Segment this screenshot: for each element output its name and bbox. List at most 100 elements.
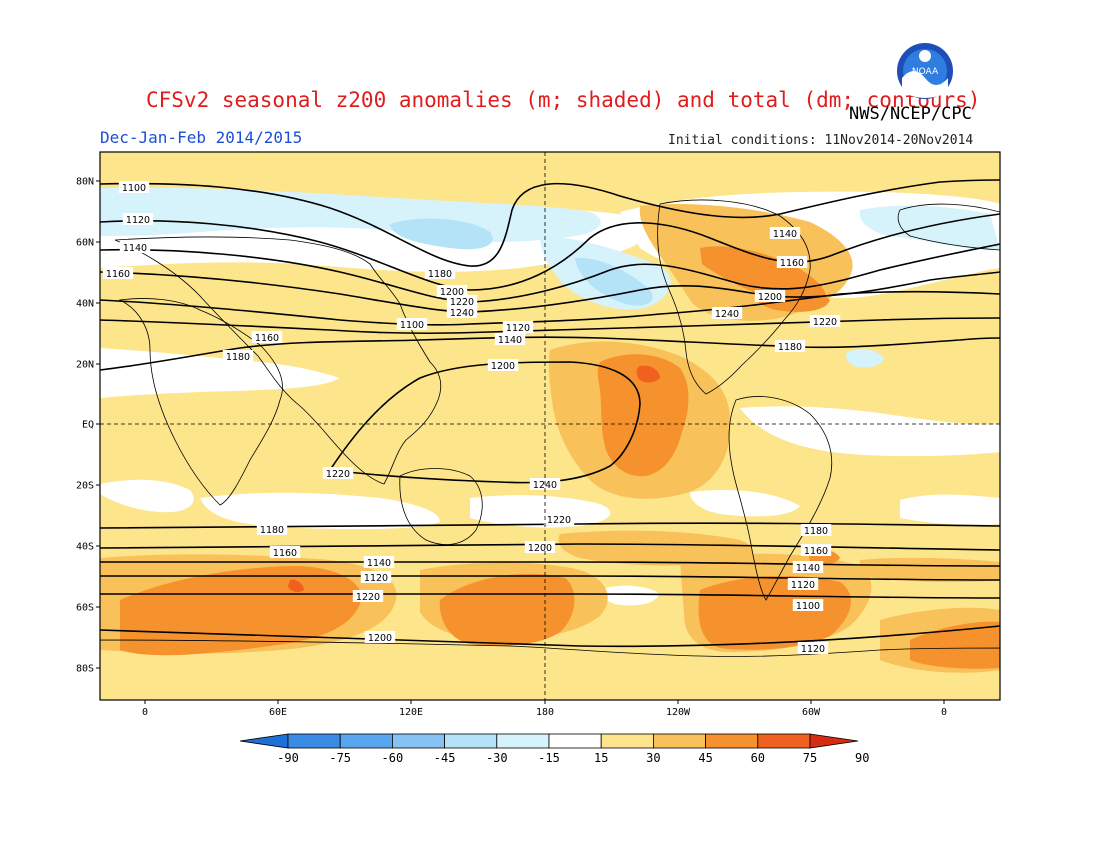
colorbar-label: -90 bbox=[277, 751, 299, 765]
contour-label: 1140 bbox=[773, 229, 797, 240]
lat-tick-label: 60S bbox=[76, 603, 94, 614]
colorbar-swatch bbox=[339, 733, 393, 749]
chart-title: CFSv2 seasonal z200 anomalies (m; shaded… bbox=[146, 88, 981, 112]
colorbar-swatch bbox=[600, 733, 654, 749]
contour-label: 1160 bbox=[106, 269, 130, 280]
colorbar-label: 30 bbox=[646, 751, 660, 765]
contour-line-8 bbox=[100, 522, 1000, 529]
lon-tick-label: 0 bbox=[941, 707, 947, 718]
colorbar-swatch bbox=[757, 733, 811, 749]
colorbar-left-arrow bbox=[239, 733, 289, 749]
colorbar-swatch bbox=[653, 733, 707, 749]
anomaly-region-29 bbox=[698, 575, 851, 650]
contour-label: 1140 bbox=[498, 335, 522, 346]
colorbar-label: 60 bbox=[751, 751, 765, 765]
contour-line-4 bbox=[100, 290, 1000, 326]
contour-label: 1120 bbox=[791, 580, 815, 591]
anomaly-region-20 bbox=[597, 354, 689, 477]
lon-tick-label: 60W bbox=[802, 707, 821, 718]
contour-label: 1220 bbox=[356, 592, 380, 603]
colorbar-swatch bbox=[444, 733, 498, 749]
colorbar-label: -45 bbox=[434, 751, 456, 765]
colorbar-swatch bbox=[287, 733, 341, 749]
contour-label: 1200 bbox=[528, 543, 552, 554]
contour-label: 1200 bbox=[368, 633, 392, 644]
contour-line-9 bbox=[100, 543, 1000, 551]
contour-label: 1220 bbox=[547, 515, 571, 526]
contour-label: 1160 bbox=[273, 548, 297, 559]
contour-line-7 bbox=[328, 361, 641, 484]
contour-label: 1240 bbox=[715, 309, 739, 320]
contour-line-13 bbox=[100, 625, 1000, 648]
colorbar-label: 90 bbox=[855, 751, 869, 765]
contour-label: 1140 bbox=[796, 563, 820, 574]
colorbar-label: -30 bbox=[486, 751, 508, 765]
lat-tick-label: 20N bbox=[76, 360, 94, 371]
lon-tick-label: 60E bbox=[269, 707, 287, 718]
coastline-3 bbox=[657, 199, 811, 395]
anomaly-region-4 bbox=[859, 205, 1000, 251]
contour-label: 1140 bbox=[123, 243, 147, 254]
season-label: Dec-Jan-Feb 2014/2015 bbox=[100, 128, 303, 147]
initial-conditions-label: Initial conditions: 11Nov2014-20Nov2014 bbox=[668, 133, 974, 148]
contour-label: 1120 bbox=[801, 644, 825, 655]
lon-tick-label: 120W bbox=[666, 707, 691, 718]
anomaly-region-12 bbox=[470, 495, 611, 528]
contour-label: 1120 bbox=[506, 323, 530, 334]
contour-label: 1100 bbox=[400, 320, 424, 331]
coastline-4 bbox=[728, 396, 833, 601]
contour-label: 1160 bbox=[780, 258, 804, 269]
anomaly-region-10 bbox=[100, 479, 194, 513]
coastline-2 bbox=[399, 468, 483, 545]
anomaly-region-21 bbox=[636, 365, 660, 383]
lat-tick-label: 80S bbox=[76, 664, 94, 675]
colorbar: -90 -75 -60 -45 -30 -15 15 30 45 60 75 90 bbox=[239, 733, 869, 765]
anomaly-region-6 bbox=[575, 257, 653, 306]
anomaly-region-13 bbox=[690, 489, 800, 517]
colorbar-swatch bbox=[496, 733, 550, 749]
coastline-6 bbox=[897, 203, 1000, 251]
lon-tick-label: 180 bbox=[536, 707, 554, 718]
svg-text:NOAA: NOAA bbox=[912, 67, 939, 77]
lat-tick-label: 40N bbox=[76, 299, 94, 310]
lat-tick-label: EQ bbox=[82, 420, 94, 431]
colorbar-label: -60 bbox=[382, 751, 404, 765]
contour-label: 1120 bbox=[364, 573, 388, 584]
anomaly-region-11 bbox=[200, 492, 440, 530]
contour-label: 1220 bbox=[450, 297, 474, 308]
contour-label: 1180 bbox=[778, 342, 802, 353]
anomaly-region-14 bbox=[900, 494, 1000, 525]
lon-tick-label: 120E bbox=[399, 707, 423, 718]
contour-label: 1120 bbox=[126, 215, 150, 226]
coastline-1 bbox=[118, 298, 283, 506]
colorbar-right-arrow bbox=[809, 733, 859, 749]
contour-label: 1100 bbox=[122, 183, 146, 194]
anomaly-region-15 bbox=[600, 585, 660, 606]
map-frame bbox=[99, 151, 1001, 701]
contour-label: 1240 bbox=[450, 308, 474, 319]
contour-line-0 bbox=[100, 179, 1000, 267]
contour-line-11 bbox=[100, 575, 1000, 581]
colorbar-label: 45 bbox=[698, 751, 712, 765]
colorbar-label: 15 bbox=[594, 751, 608, 765]
contour-label: 1220 bbox=[326, 469, 350, 480]
colorbar-swatch bbox=[391, 733, 445, 749]
anomaly-region-26 bbox=[439, 573, 575, 646]
contour-line-5 bbox=[100, 317, 1000, 335]
colorbar-swatch bbox=[548, 733, 602, 749]
lat-tick-label: 20S bbox=[76, 481, 94, 492]
contour-line-12 bbox=[100, 593, 1000, 599]
contour-label: 1220 bbox=[813, 317, 837, 328]
contour-label: 1160 bbox=[255, 333, 279, 344]
contour-line-10 bbox=[100, 561, 1000, 567]
anomaly-region-5 bbox=[390, 218, 493, 250]
colorbar-swatch bbox=[705, 733, 759, 749]
noaa-logo: NOAA bbox=[897, 43, 953, 99]
contour-label: 1240 bbox=[533, 480, 557, 491]
colorbar-label: -75 bbox=[329, 751, 351, 765]
contour-label: 1180 bbox=[226, 352, 250, 363]
contour-label: 1180 bbox=[804, 526, 828, 537]
coastline-0 bbox=[114, 236, 442, 485]
